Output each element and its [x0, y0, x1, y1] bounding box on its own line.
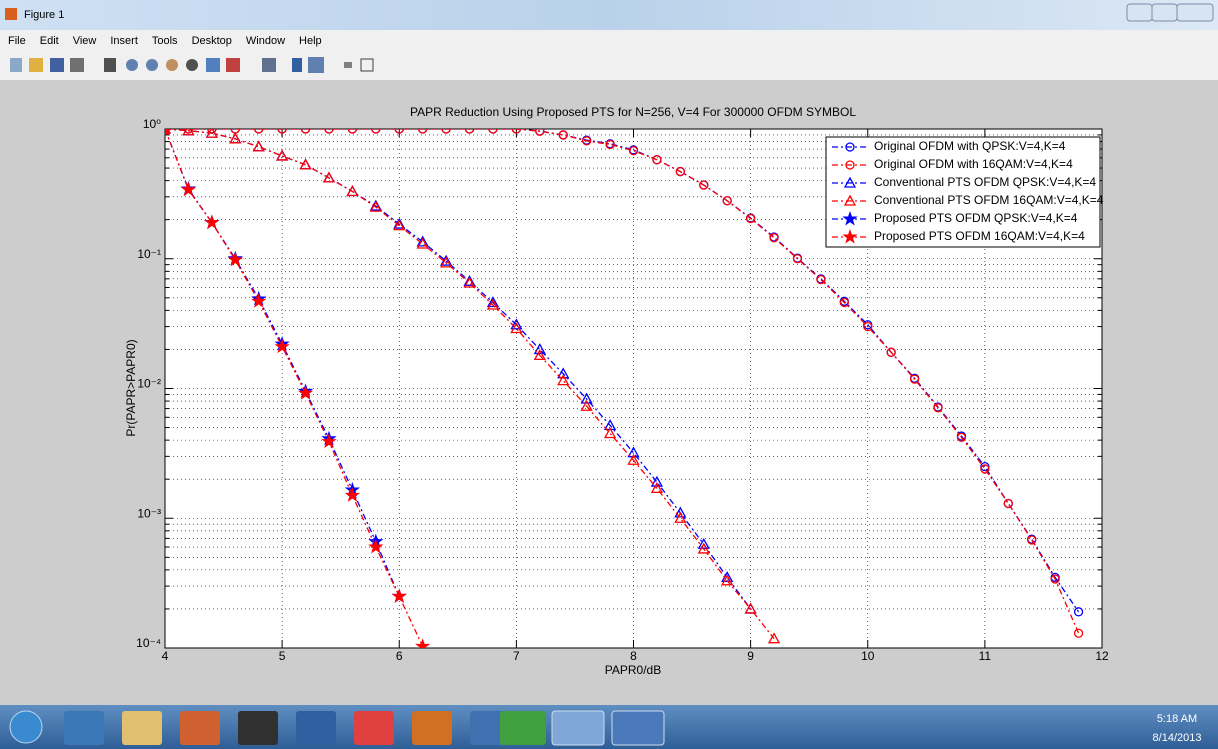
x-tick-label: 8 — [630, 649, 637, 663]
tool-print[interactable] — [70, 58, 84, 72]
task-explorer[interactable] — [122, 711, 162, 745]
x-tick-label: 6 — [396, 649, 403, 663]
tool-zoom-out[interactable] — [146, 59, 158, 71]
clock-date: 8/14/2013 — [1153, 732, 1202, 744]
menu-item[interactable]: Window — [246, 35, 285, 47]
menu-item[interactable]: Insert — [110, 35, 138, 47]
task-app[interactable] — [296, 711, 336, 745]
x-tick-label: 9 — [747, 649, 754, 663]
tool-open[interactable] — [29, 58, 43, 72]
x-axis-label: PAPR0/dB — [605, 663, 661, 677]
x-tick-label: 10 — [861, 649, 875, 663]
menu-item[interactable]: View — [73, 35, 97, 47]
minimize-button[interactable] — [1127, 4, 1152, 21]
legend-label: Original OFDM with 16QAM:V=4,K=4 — [874, 157, 1073, 171]
task-matlab[interactable] — [412, 711, 452, 745]
tool-link[interactable] — [262, 58, 276, 72]
task-hp[interactable] — [238, 711, 278, 745]
chart-title: PAPR Reduction Using Proposed PTS for N=… — [410, 105, 856, 119]
legend-label: Proposed PTS OFDM 16QAM:V=4,K=4 — [874, 229, 1085, 243]
tool-hide[interactable] — [344, 62, 352, 68]
menu: File Edit View Insert Tools Desktop Window Help — [8, 35, 322, 47]
tool-pan[interactable] — [166, 59, 178, 71]
title-bar — [0, 0, 1218, 30]
toolbar — [0, 50, 1218, 80]
tool-pointer[interactable] — [104, 58, 116, 72]
x-tick-label: 7 — [513, 649, 520, 663]
legend-label: Proposed PTS OFDM QPSK:V=4,K=4 — [874, 211, 1078, 225]
task-chrome[interactable] — [354, 711, 394, 745]
y-tick-label: 10⁻¹ — [137, 247, 161, 261]
y-tick-label: 10⁻⁴ — [136, 636, 161, 650]
y-tick-label: 10⁻³ — [137, 506, 161, 520]
maximize-button[interactable] — [1152, 4, 1177, 21]
close-button[interactable] — [1177, 4, 1213, 21]
task-matlab-active[interactable] — [552, 711, 604, 745]
menu-item[interactable]: Help — [299, 35, 322, 47]
page: Figure 1 File Edit View Insert Tools Desktop W… — [0, 0, 1218, 749]
menu-bar — [0, 30, 1218, 50]
x-tick-label: 4 — [162, 649, 169, 663]
task-utorrent[interactable] — [500, 711, 546, 745]
app-icon — [5, 8, 17, 20]
tool-rotate[interactable] — [186, 59, 198, 71]
menu-item[interactable]: Desktop — [192, 35, 232, 47]
tool-zoom-in[interactable] — [126, 59, 138, 71]
window-title: Figure 1 — [24, 9, 64, 21]
tool-datacursor[interactable] — [206, 58, 220, 72]
x-tick-label: 12 — [1095, 649, 1109, 663]
menu-item[interactable]: File — [8, 35, 26, 47]
tool-colorbar[interactable] — [292, 58, 302, 72]
screen: Figure 1 File Edit View Insert Tools Desktop W… — [0, 0, 1218, 749]
menu-item[interactable]: Tools — [152, 35, 178, 47]
clock-time: 5:18 AM — [1157, 713, 1197, 725]
legend-label: Original OFDM with QPSK:V=4,K=4 — [874, 139, 1066, 153]
x-tick-label: 5 — [279, 649, 286, 663]
menu-item[interactable]: Edit — [40, 35, 59, 47]
tool-brush[interactable] — [226, 58, 240, 72]
y-axis-label: Pr(PAPR>PAPR0) — [124, 339, 138, 436]
legend-label: Conventional PTS OFDM 16QAM:V=4,K=4 — [874, 193, 1104, 207]
task-ie[interactable] — [64, 711, 104, 745]
task-word[interactable] — [612, 711, 664, 745]
tool-legend[interactable] — [308, 57, 324, 73]
y-tick-label: 10⁰ — [143, 117, 161, 131]
tool-save[interactable] — [50, 58, 64, 72]
task-media[interactable] — [180, 711, 220, 745]
legend-label: Conventional PTS OFDM QPSK:V=4,K=4 — [874, 175, 1096, 189]
x-tick-label: 11 — [979, 649, 992, 663]
y-tick-label: 10⁻² — [137, 377, 161, 391]
start-button[interactable] — [10, 711, 42, 743]
legend: Original OFDM with QPSK:V=4,K=4 Original … — [826, 137, 1104, 247]
tool-new[interactable] — [10, 58, 22, 72]
